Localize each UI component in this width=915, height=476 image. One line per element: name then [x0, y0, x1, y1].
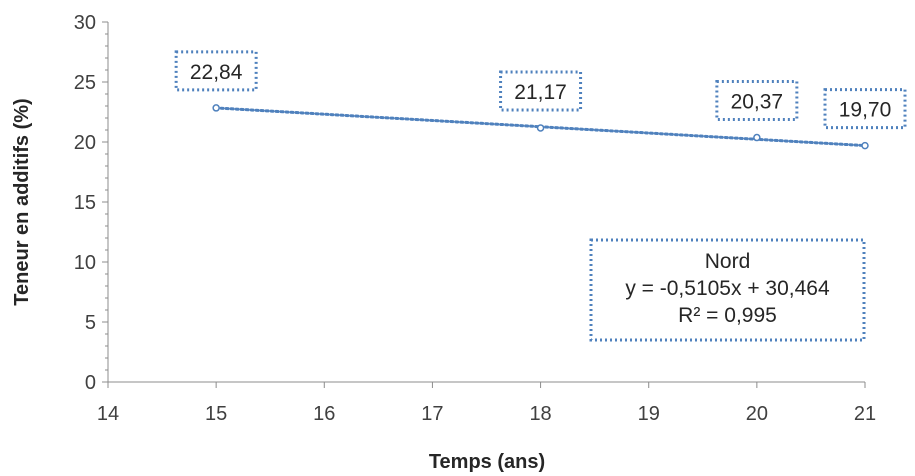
- x-tick-label: 21: [854, 403, 876, 425]
- y-tick-label: 15: [74, 192, 96, 214]
- y-tick-label: 10: [74, 252, 96, 274]
- x-axis-title: Temps (ans): [429, 451, 545, 473]
- equation-line: Nord: [705, 250, 751, 273]
- equation-box-border: [589, 238, 866, 342]
- data-label-box: [715, 80, 799, 122]
- data-point: [753, 133, 761, 142]
- x-tick-label: 14: [97, 403, 119, 425]
- data-labels: 22,84 21,17 20,37 19,70: [174, 50, 907, 130]
- data-label: 20,37: [731, 91, 784, 114]
- data-point: [212, 104, 220, 112]
- x-tick-label: 18: [529, 403, 551, 425]
- data-label: 19,70: [839, 99, 892, 122]
- data-label-box: [174, 50, 258, 92]
- equation-box: Nord y = -0,5105x + 30,464 R² = 0,995: [589, 238, 866, 342]
- equation-line: R² = 0,995: [678, 304, 777, 327]
- x-tick-label: 19: [638, 403, 660, 425]
- data-label-box: [499, 70, 583, 112]
- equation-line: y = -0,5105x + 30,464: [625, 277, 830, 300]
- x-tick-label: 16: [313, 403, 335, 425]
- x-tick-label: 15: [205, 403, 227, 425]
- data-point: [861, 141, 869, 150]
- y-tick-label: 0: [85, 372, 96, 394]
- y-tick-label: 30: [74, 12, 96, 34]
- data-label: 22,84: [190, 61, 243, 84]
- data-label: 21,17: [514, 81, 567, 104]
- y-axis-title: Teneur en additifs (%): [11, 98, 33, 305]
- x-axis: 14 15 16 17 18 19 20 21: [97, 381, 876, 425]
- y-tick-label: 5: [85, 312, 96, 334]
- y-tick-label: 20: [74, 132, 96, 154]
- data-label-box: [823, 88, 907, 130]
- x-tick-label: 20: [746, 403, 768, 425]
- y-tick-label: 25: [74, 72, 96, 94]
- data-point: [536, 124, 545, 132]
- x-tick-label: 17: [421, 403, 443, 425]
- y-axis: 0 5 10 15 20 25 30: [74, 12, 109, 394]
- data-points: [212, 104, 869, 150]
